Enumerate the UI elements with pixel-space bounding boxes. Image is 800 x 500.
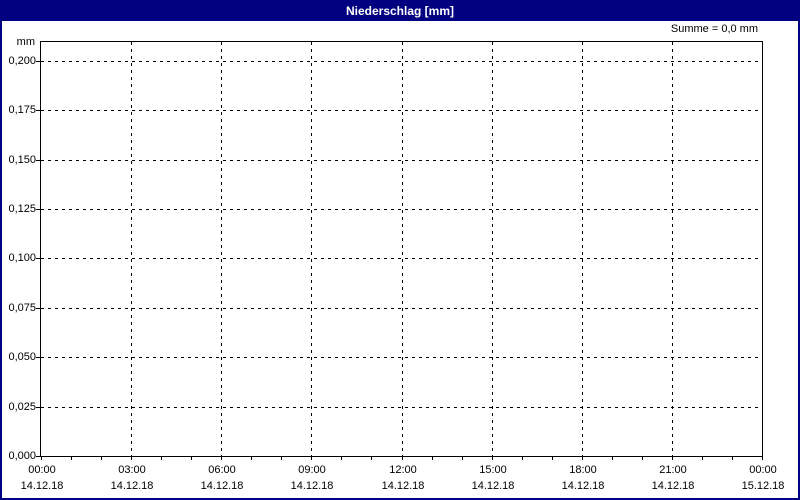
x-tick-time-label: 03:00 (118, 464, 146, 476)
x-axis-tick (191, 456, 192, 460)
x-axis-tick (101, 456, 102, 460)
x-axis-tick (71, 456, 72, 460)
x-axis-tick (582, 456, 583, 460)
y-axis-tick (36, 209, 40, 210)
x-tick-time-label: 00:00 (28, 464, 56, 476)
x-axis-tick (41, 456, 42, 460)
x-tick-time-label: 12:00 (389, 464, 417, 476)
y-axis-tick (36, 61, 40, 62)
x-tick-date-label: 14.12.18 (651, 480, 695, 492)
y-axis-tick (36, 308, 40, 309)
x-axis-tick (702, 456, 703, 460)
y-tick-label: 0,200 (8, 55, 36, 67)
h-gridline (41, 110, 762, 111)
x-tick-date-label: 14.12.18 (110, 480, 154, 492)
x-tick-time-label: 15:00 (479, 464, 507, 476)
x-tick-date-label: 14.12.18 (561, 480, 605, 492)
y-axis-tick (36, 456, 40, 457)
x-axis-tick (251, 456, 252, 460)
h-gridline (41, 61, 762, 62)
x-axis-tick (281, 456, 282, 460)
x-tick-date-label: 14.12.18 (200, 480, 244, 492)
y-axis-unit-label: mm (16, 36, 35, 48)
y-tick-label: 0,000 (8, 450, 36, 462)
x-tick-time-label: 06:00 (208, 464, 236, 476)
h-gridline (41, 407, 762, 408)
x-tick-date-label: 15.12.18 (741, 480, 785, 492)
x-axis-tick (131, 456, 132, 460)
h-gridline (41, 258, 762, 259)
x-tick-time-label: 00:00 (749, 464, 777, 476)
y-tick-label: 0,025 (8, 401, 36, 413)
x-axis-tick (762, 456, 763, 460)
x-axis-tick (161, 456, 162, 460)
v-gridline (221, 42, 222, 456)
x-axis-tick (642, 456, 643, 460)
h-gridline (41, 209, 762, 210)
x-axis-tick (221, 456, 222, 460)
chart-title: Niederschlag [mm] (345, 3, 455, 18)
x-axis-tick (341, 456, 342, 460)
x-axis-tick (371, 456, 372, 460)
y-tick-label: 0,050 (8, 351, 36, 363)
v-gridline (582, 42, 583, 456)
v-gridline (131, 42, 132, 456)
x-axis-tick (311, 456, 312, 460)
y-tick-label: 0,075 (8, 302, 36, 314)
x-tick-date-label: 14.12.18 (471, 480, 515, 492)
x-axis-tick (492, 456, 493, 460)
h-gridline (41, 308, 762, 309)
y-axis-tick (36, 357, 40, 358)
y-axis-tick (36, 110, 40, 111)
v-gridline (311, 42, 312, 456)
x-axis-tick (552, 456, 553, 460)
v-gridline (402, 42, 403, 456)
x-axis-tick (732, 456, 733, 460)
x-axis-tick (612, 456, 613, 460)
y-axis-tick (36, 407, 40, 408)
x-tick-time-label: 18:00 (569, 464, 597, 476)
x-tick-time-label: 21:00 (659, 464, 687, 476)
x-tick-date-label: 14.12.18 (381, 480, 425, 492)
x-axis-tick (432, 456, 433, 460)
x-axis-tick (402, 456, 403, 460)
plot-area: 0,200 0,175 0,150 0,125 0,100 0,075 0,050 0,025… (8, 41, 784, 492)
h-gridline (41, 160, 762, 161)
y-tick-label: 0,125 (8, 203, 36, 215)
x-tick-time-label: 09:00 (298, 464, 326, 476)
sum-annotation: Summe = 0,0 mm (670, 23, 758, 35)
x-axis-tick (522, 456, 523, 460)
x-axis-tick (672, 456, 673, 460)
y-axis-tick (36, 258, 40, 259)
y-axis-tick (36, 160, 40, 161)
v-gridline (492, 42, 493, 456)
x-tick-date-label: 14.12.18 (20, 480, 64, 492)
h-gridline (41, 357, 762, 358)
y-tick-label: 0,150 (8, 154, 36, 166)
y-tick-label: 0,175 (8, 104, 36, 116)
x-axis-tick (462, 456, 463, 460)
title-bar: Niederschlag [mm] (2, 0, 798, 21)
y-tick-label: 0,100 (8, 252, 36, 264)
x-tick-date-label: 14.12.18 (290, 480, 334, 492)
v-gridline (672, 42, 673, 456)
